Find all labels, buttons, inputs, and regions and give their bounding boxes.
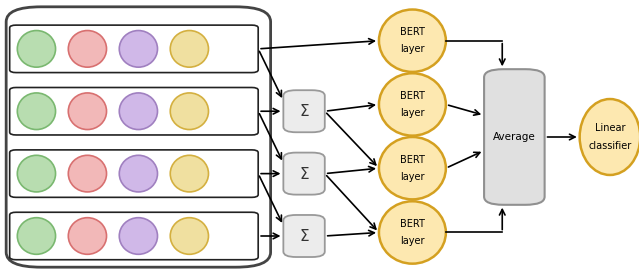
Text: $\Sigma$: $\Sigma$ — [299, 165, 309, 182]
Ellipse shape — [17, 30, 56, 67]
Ellipse shape — [379, 10, 446, 72]
Ellipse shape — [170, 155, 209, 192]
Text: Linear: Linear — [595, 123, 625, 133]
Text: layer: layer — [400, 172, 425, 182]
Ellipse shape — [17, 93, 56, 130]
FancyBboxPatch shape — [10, 212, 258, 260]
Text: classifier: classifier — [588, 141, 632, 151]
Ellipse shape — [379, 73, 446, 136]
Ellipse shape — [68, 93, 106, 130]
FancyBboxPatch shape — [6, 7, 271, 267]
Ellipse shape — [68, 218, 106, 254]
Ellipse shape — [68, 155, 106, 192]
FancyBboxPatch shape — [10, 87, 258, 135]
Text: $\Sigma$: $\Sigma$ — [299, 103, 309, 119]
Text: BERT: BERT — [400, 219, 425, 229]
Ellipse shape — [119, 30, 157, 67]
FancyBboxPatch shape — [284, 90, 324, 132]
Ellipse shape — [580, 99, 640, 175]
Ellipse shape — [379, 137, 446, 199]
Text: BERT: BERT — [400, 91, 425, 101]
Ellipse shape — [119, 155, 157, 192]
Ellipse shape — [119, 218, 157, 254]
Ellipse shape — [170, 30, 209, 67]
Ellipse shape — [379, 201, 446, 264]
Text: layer: layer — [400, 108, 425, 118]
Ellipse shape — [17, 218, 56, 254]
FancyBboxPatch shape — [10, 25, 258, 73]
Text: layer: layer — [400, 44, 425, 55]
Ellipse shape — [170, 93, 209, 130]
Ellipse shape — [170, 218, 209, 254]
Ellipse shape — [68, 30, 106, 67]
Text: BERT: BERT — [400, 27, 425, 37]
Ellipse shape — [119, 93, 157, 130]
FancyBboxPatch shape — [10, 150, 258, 197]
Text: BERT: BERT — [400, 155, 425, 164]
FancyBboxPatch shape — [284, 215, 324, 257]
Text: $\Sigma$: $\Sigma$ — [299, 228, 309, 244]
Ellipse shape — [17, 155, 56, 192]
Text: Average: Average — [493, 132, 536, 142]
FancyBboxPatch shape — [484, 69, 545, 205]
FancyBboxPatch shape — [284, 153, 324, 195]
Text: layer: layer — [400, 236, 425, 246]
